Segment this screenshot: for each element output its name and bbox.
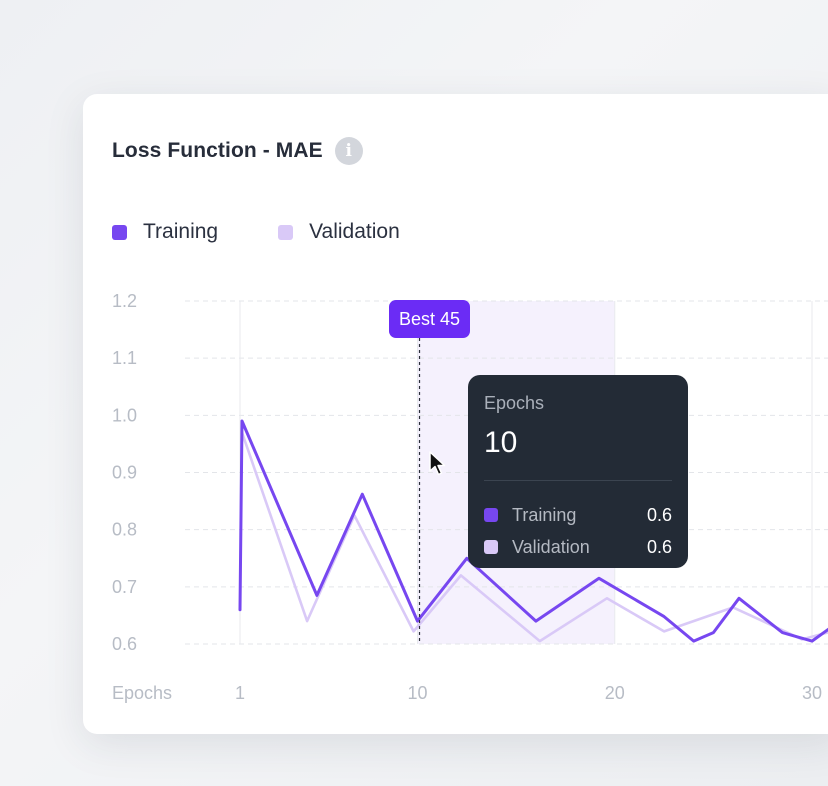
legend-swatch-validation bbox=[278, 224, 294, 240]
x-tick-label: 30 bbox=[802, 683, 822, 703]
tooltip-row-training: Training 0.6 bbox=[484, 499, 672, 531]
legend-swatch-training bbox=[112, 224, 127, 240]
chart-title: Loss Function - MAE bbox=[112, 139, 323, 162]
legend-item-training[interactable]: Training bbox=[112, 220, 218, 244]
chart-tooltip: Epochs 10 Training 0.6 Validation 0.6 bbox=[468, 375, 688, 568]
y-tick-label: 0.8 bbox=[112, 520, 137, 540]
tooltip-value-training: 0.6 bbox=[646, 504, 672, 525]
x-tick-label: 20 bbox=[605, 683, 625, 703]
tooltip-name-training: Training bbox=[512, 504, 577, 525]
chart-legend: Training Validation bbox=[112, 220, 460, 244]
y-tick-label: 0.6 bbox=[112, 634, 137, 654]
x-tick-label: 1 bbox=[235, 683, 245, 703]
best-epoch-label: Best 45 bbox=[399, 308, 461, 329]
y-tick-label: 1.0 bbox=[112, 405, 137, 425]
y-tick-label: 0.7 bbox=[112, 577, 137, 597]
best-epoch-badge: Best 45 bbox=[389, 300, 471, 338]
x-tick-label: 10 bbox=[408, 683, 428, 703]
tooltip-value: 10 bbox=[484, 426, 518, 459]
tooltip-swatch-validation bbox=[484, 540, 498, 554]
legend-item-validation[interactable]: Validation bbox=[278, 220, 400, 244]
tooltip-label: Epochs bbox=[484, 393, 545, 413]
mouse-pointer-icon bbox=[429, 451, 446, 476]
x-axis-label: Epochs bbox=[112, 683, 172, 703]
tooltip-swatch-training bbox=[484, 508, 498, 522]
tooltip-row-validation: Validation 0.6 bbox=[484, 531, 672, 563]
y-tick-label: 0.9 bbox=[112, 463, 137, 483]
chart-header: Loss Function - MAE i bbox=[112, 136, 363, 166]
tooltip-name-validation: Validation bbox=[512, 536, 590, 557]
y-tick-label: 1.1 bbox=[112, 348, 137, 368]
info-icon[interactable]: i bbox=[334, 137, 363, 165]
legend-label-training: Training bbox=[143, 220, 219, 243]
tooltip-value-validation: 0.6 bbox=[646, 536, 672, 557]
tooltip-divider bbox=[484, 480, 672, 481]
series-line-training bbox=[238, 419, 828, 643]
y-tick-label: 1.2 bbox=[112, 291, 137, 311]
legend-label-validation: Validation bbox=[309, 220, 400, 243]
